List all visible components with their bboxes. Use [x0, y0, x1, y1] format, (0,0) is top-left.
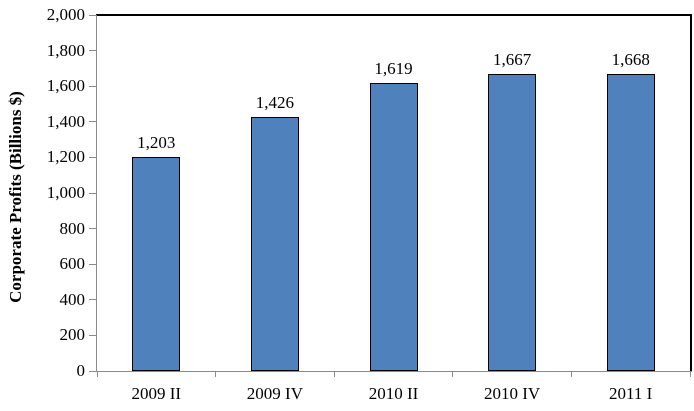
y-axis-tick: [89, 85, 96, 87]
x-axis-tick: [215, 371, 217, 377]
y-axis-tick-label: 1,000: [46, 183, 85, 202]
x-axis-tick: [96, 371, 98, 377]
y-axis-tick: [89, 121, 96, 123]
x-axis-category-label: 2010 II: [368, 384, 419, 403]
y-axis-tick-label: 1,200: [46, 147, 85, 167]
y-axis-tick-label: 1,400: [46, 111, 85, 131]
x-axis-tick: [333, 371, 335, 377]
plot-border-right: [690, 14, 692, 372]
y-axis-tick-label: 1,600: [46, 76, 85, 96]
y-axis-tick-label: 400: [59, 289, 86, 309]
y-axis-tick: [89, 299, 96, 301]
y-axis-tick-label: 800: [59, 218, 86, 238]
y-axis-tick-label: 2,000: [46, 5, 85, 24]
y-axis-tick: [89, 228, 96, 230]
x-axis-category-label: 2009 IV: [246, 384, 303, 403]
bar-value-label: 1,619: [374, 58, 413, 78]
x-axis-tick: [452, 371, 454, 377]
y-axis-line: [96, 15, 97, 371]
x-axis-line: [96, 371, 692, 372]
bar-2010-ii: [369, 82, 418, 371]
bar-2009-iv: [250, 117, 299, 371]
x-axis-tick: [689, 371, 691, 377]
y-axis-tick: [89, 370, 96, 372]
y-axis-tick: [89, 192, 96, 194]
bar-value-label: 1,668: [611, 50, 650, 70]
y-axis-tick: [89, 50, 96, 52]
bar-value-label: 1,667: [492, 50, 532, 70]
y-axis-tick: [89, 334, 96, 336]
x-axis-category-label: 2011 I: [609, 384, 653, 403]
y-axis-tick-label: 600: [59, 254, 86, 274]
bar-2011-i: [606, 74, 655, 371]
plot-border-top: [96, 14, 692, 16]
bar-value-label: 1,426: [255, 93, 295, 113]
y-axis-tick-label: 200: [59, 325, 86, 345]
x-axis-category-label: 2009 II: [131, 384, 182, 403]
y-axis-tick: [89, 263, 96, 265]
bar-2010-iv: [488, 74, 537, 371]
y-axis-tick-label: 0: [76, 361, 86, 380]
bar-value-label: 1,203: [137, 132, 176, 152]
x-axis-category-label: 2010 IV: [483, 384, 541, 403]
bar-2009-ii: [132, 156, 181, 371]
y-axis-tick-label: 1,800: [46, 40, 85, 60]
x-axis-tick: [570, 371, 572, 377]
y-axis-tick: [89, 14, 96, 16]
y-axis-tick: [89, 156, 96, 158]
